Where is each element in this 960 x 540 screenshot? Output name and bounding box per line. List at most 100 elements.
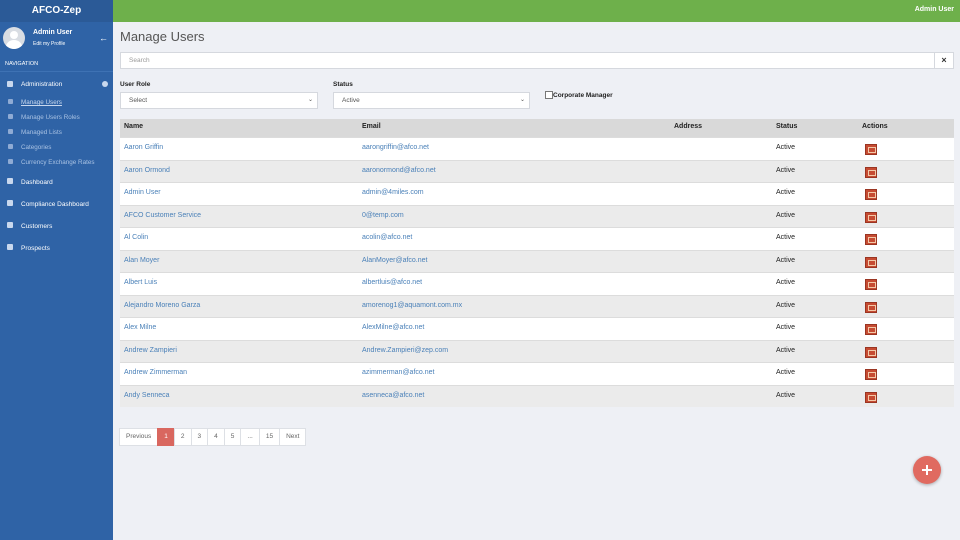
user-name-link[interactable]: Albert Luis (124, 279, 158, 286)
delete-action[interactable] (865, 211, 877, 223)
email-link[interactable]: albertluis@afco.net (362, 279, 423, 286)
table-row: Andrew Zimmerman azimmerman@afco.net Activ… (120, 362, 954, 385)
delete-action[interactable] (865, 391, 877, 403)
nav-icon (8, 159, 13, 164)
email-link[interactable]: admin@4miles.com (362, 189, 424, 196)
pagination-page[interactable]: 1 (157, 428, 175, 446)
nav-label: Currency Exchange Rates (21, 159, 95, 166)
select-caret: ⌄ (519, 97, 525, 103)
delete-action[interactable] (865, 166, 877, 178)
pagination-page[interactable]: 15 (258, 428, 281, 446)
profile-link[interactable]: Edit my Profile (33, 41, 66, 47)
delete-action[interactable] (865, 189, 877, 200)
table-row: Alex Milne AlexMilne@afco.net Active (120, 317, 954, 340)
email-link[interactable]: AlexMilne@afco.net (362, 324, 425, 331)
table-row: Andrew Zampieri Andrew.Zampieri@zep.com Ac… (120, 339, 954, 362)
status-select[interactable]: Active ⌄ (333, 92, 530, 109)
user-name-link[interactable]: Andrew Zampieri (124, 346, 177, 354)
email-link[interactable]: AlanMoyer@afco.net (362, 256, 428, 264)
nav-label: Prospects (21, 245, 50, 252)
column-header: Actions (862, 123, 888, 130)
nav-item[interactable]: Compliance Dashboard (7, 200, 89, 208)
table-row: Alejandro Moreno Garza amorenog1@aquamont… (120, 294, 954, 317)
pagination-page[interactable]: 4 (207, 428, 225, 446)
nav-label: Managed Lists (21, 129, 62, 136)
user-name-link[interactable]: Aaron Ormond (124, 166, 170, 174)
delete-action[interactable] (865, 279, 877, 290)
brand[interactable]: AFCO-Zep (0, 0, 113, 22)
user-name-link[interactable]: Andy Senneca (124, 391, 170, 399)
user-name-link[interactable]: Alan Moyer (124, 256, 160, 264)
table-header: Name Email Address Status Actions (120, 119, 954, 137)
user-role-select[interactable]: Select ⌄ (120, 92, 318, 109)
delete-action[interactable] (865, 144, 877, 155)
sub-nav-item[interactable]: Currency Exchange Rates (8, 159, 95, 166)
pagination-page[interactable]: 5 (223, 428, 242, 446)
sub-nav-item[interactable]: Manage Users (8, 99, 62, 106)
settings-icon[interactable] (102, 81, 108, 87)
search-input[interactable]: Search (120, 52, 935, 69)
collapse-arrow[interactable]: ← (99, 33, 108, 43)
nav-label: Dashboard (21, 179, 53, 186)
status: Active (776, 279, 796, 286)
delete-action[interactable] (865, 369, 877, 380)
select-value: Select (129, 97, 148, 104)
nav-icon (8, 129, 13, 134)
email-link[interactable]: aaronormond@afco.net (362, 166, 436, 174)
nav-item[interactable]: Administration (7, 81, 62, 88)
user-name-link[interactable]: Andrew Zimmerman (124, 369, 188, 376)
status: Active (776, 234, 796, 241)
email-link[interactable]: 0@temp.com (362, 211, 404, 219)
nav-item[interactable]: Customers (7, 222, 52, 230)
checkbox-label: Corporate Manager (553, 92, 613, 99)
nav-icon (8, 144, 13, 149)
nav-item[interactable]: Prospects (7, 244, 50, 252)
filter-label: Status (333, 81, 353, 88)
user-name-link[interactable]: Admin User (124, 189, 161, 196)
email-link[interactable]: azimmerman@afco.net (362, 369, 435, 376)
nav-label: Administration (21, 81, 63, 88)
email-link[interactable]: acolin@afco.net (362, 234, 413, 241)
clear-search[interactable]: × (934, 52, 954, 69)
status: Active (776, 256, 796, 264)
pagination-page[interactable]: ... (240, 428, 260, 446)
user-name-link[interactable]: Alex Milne (124, 324, 157, 331)
pagination-page[interactable]: 2 (173, 428, 192, 446)
sub-nav-item[interactable]: Manage Users Roles (8, 114, 80, 121)
status: Active (776, 166, 796, 174)
nav-item[interactable]: Dashboard (7, 178, 53, 186)
sidebar: AFCO-Zep Admin User Edit my Profile ← NA… (0, 0, 113, 540)
email-link[interactable]: Andrew.Zampieri@zep.com (362, 346, 449, 354)
user-name-link[interactable]: Alejandro Moreno Garza (124, 301, 201, 309)
user-name-link[interactable]: Al Colin (124, 234, 149, 241)
pagination-page[interactable]: 3 (190, 428, 209, 446)
sub-nav-item[interactable]: Managed Lists (8, 129, 62, 136)
pagination-previous[interactable]: Previous (119, 428, 159, 446)
email-link[interactable]: amorenog1@aquamont.com.mx (362, 301, 463, 309)
column-header: Name (124, 123, 144, 130)
add-button[interactable] (913, 456, 941, 484)
table-row: Al Colin acolin@afco.net Active (120, 227, 954, 250)
nav-icon (7, 244, 13, 250)
delete-action[interactable] (865, 324, 877, 335)
column-header: Address (674, 123, 703, 130)
delete-action[interactable] (865, 234, 877, 245)
delete-action[interactable] (865, 346, 877, 358)
column-header: Status (776, 123, 798, 130)
email-link[interactable]: aarongriffin@afco.net (362, 144, 429, 151)
delete-action[interactable] (865, 301, 877, 313)
pagination-next[interactable]: Next (279, 428, 307, 446)
select-caret: ⌄ (307, 97, 313, 103)
nav-icon (7, 178, 13, 184)
pagination: Previous 1 2 3 4 5... 15 Next (119, 428, 307, 446)
user-name-link[interactable]: Aaron Griffin (124, 144, 164, 151)
nav-label: Manage Users (21, 99, 62, 106)
top-user[interactable]: Admin User (914, 6, 954, 13)
status: Active (776, 189, 796, 196)
delete-action[interactable] (865, 256, 877, 268)
sub-nav-item[interactable]: Categories (8, 144, 51, 151)
corporate-checkbox[interactable] (545, 91, 553, 99)
email-link[interactable]: asenneca@afco.net (362, 391, 425, 399)
nav-label: Compliance Dashboard (21, 201, 89, 208)
user-name-link[interactable]: AFCO Customer Service (124, 211, 202, 219)
